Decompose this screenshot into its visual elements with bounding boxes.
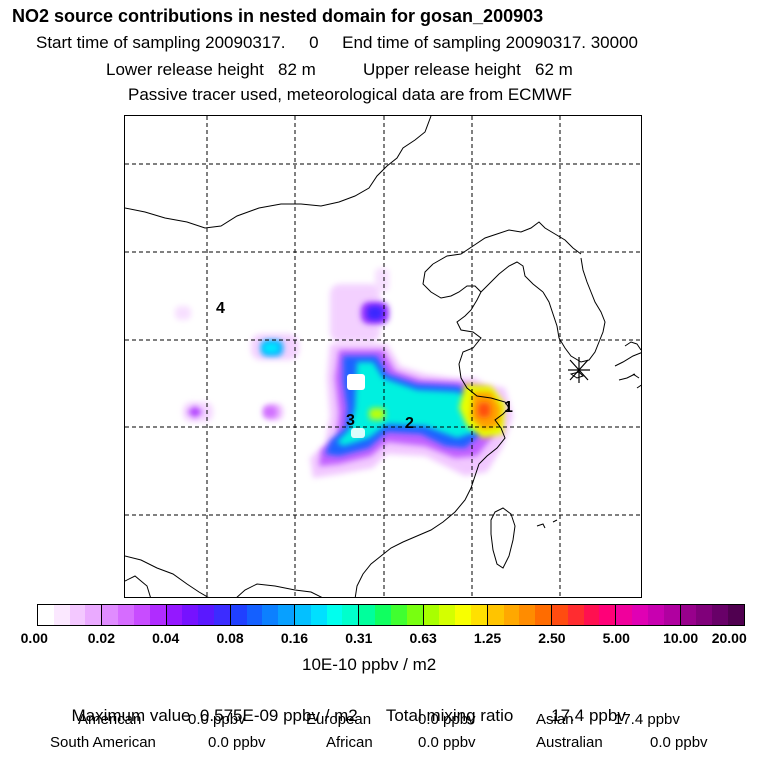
colorbar-segment	[149, 605, 167, 625]
colorbar-segment	[118, 605, 134, 625]
colorbar-segment	[727, 605, 744, 625]
colorbar-unit-label: 10E-10 ppbv / m2	[302, 655, 437, 674]
receptor-marker	[568, 357, 590, 383]
colorbar-segment	[519, 605, 536, 625]
colorbar-tick-label: 0.04	[152, 630, 180, 646]
colorbar-segment	[166, 605, 183, 625]
region-value-european: 0.0 ppbv	[418, 711, 476, 728]
colorbar-tick-label: 0.08	[216, 630, 244, 646]
region-value-american: 0.0 ppbv	[188, 711, 246, 728]
gridlines	[125, 116, 641, 597]
colorbar-segment	[470, 605, 488, 625]
colorbar-tick-label: 1.25	[473, 630, 502, 646]
colorbar-tick-label: 0.00	[20, 630, 48, 646]
plume-gap	[347, 374, 365, 390]
release-height-line: Lower release height 82 m Upper release …	[106, 60, 573, 79]
colorbar-tick-label: 0.16	[280, 630, 309, 646]
colorbar-segment	[198, 605, 214, 625]
colorbar-segment	[583, 605, 600, 625]
colorbar-segment	[503, 605, 520, 625]
colorbar-segment	[85, 605, 103, 625]
plume-gap	[351, 428, 365, 438]
tracer-info-line: Passive tracer used, meteorological data…	[128, 85, 573, 104]
colorbar-segment	[487, 605, 504, 625]
colorbar-segment	[632, 605, 648, 625]
colorbar-segment	[375, 605, 391, 625]
colorbar-segment	[213, 605, 231, 625]
colorbar-segment	[406, 605, 424, 625]
colorbar-tick-label: 2.50	[538, 630, 566, 646]
colorbar-tick-label: 0.63	[409, 630, 437, 646]
colorbar-segment	[552, 605, 568, 625]
colorbar-segment	[326, 605, 343, 625]
max-and-total-line: Maximum value 0.575E-09 ppbv / m2 Total …	[62, 686, 626, 726]
colorbar-segment	[102, 605, 119, 625]
region-name-african: African	[326, 734, 373, 751]
colorbar-segment	[439, 605, 456, 625]
map-svg: 1 2 3 4	[125, 116, 641, 597]
chart-title: NO2 source contributions in nested domai…	[12, 6, 544, 26]
region-label-4: 4	[216, 300, 225, 317]
region-label-2: 2	[405, 415, 414, 432]
colorbar-segment	[455, 605, 471, 625]
colorbar-segment	[310, 605, 327, 625]
colorbar-segment	[246, 605, 263, 625]
region-value-asian: 17.4 ppbv	[614, 711, 680, 728]
colorbar-segment	[342, 605, 360, 625]
sampling-time-line: Start time of sampling 20090317. 0 End t…	[36, 33, 638, 52]
colorbar-segment	[647, 605, 664, 625]
colorbar-segment	[663, 605, 681, 625]
colorbar-tick-label: 0.31	[345, 630, 373, 646]
region-value-african: 0.0 ppbv	[418, 734, 476, 751]
colorbar	[37, 604, 745, 626]
colorbar-segment	[295, 605, 311, 625]
region-name-south-american: South American	[50, 734, 156, 751]
colorbar-tick-label: 20.00	[711, 630, 747, 646]
colorbar-segment	[38, 605, 54, 625]
region-label-3: 3	[346, 412, 355, 429]
colorbar-segment	[535, 605, 552, 625]
plume-layer	[175, 268, 513, 478]
region-name-european: European	[306, 711, 372, 728]
colorbar-segment	[390, 605, 407, 625]
colorbar-segment	[262, 605, 279, 625]
colorbar-segment	[182, 605, 199, 625]
colorbar-segment	[230, 605, 247, 625]
map-panel: 1 2 3 4	[124, 115, 642, 598]
region-name-australian: Australian	[536, 734, 603, 751]
region-label-1: 1	[504, 399, 513, 416]
colorbar-segment	[423, 605, 440, 625]
colorbar-tick-label: 0.02	[87, 630, 115, 646]
colorbar-segment	[599, 605, 617, 625]
colorbar-segment	[69, 605, 86, 625]
plume-cyan	[263, 343, 481, 446]
max-value-label: Maximum value 0.575E-09 ppbv / m2	[71, 706, 358, 725]
colorbar-segment	[712, 605, 728, 625]
colorbar-tick-label: 10.00	[663, 630, 699, 646]
colorbar-segment	[696, 605, 713, 625]
plume-hotspot	[471, 392, 501, 430]
colorbar-segment	[53, 605, 70, 625]
colorbar-segment	[133, 605, 150, 625]
region-name-american: American	[78, 711, 142, 728]
region-name-asian: Asian	[536, 711, 574, 728]
colorbar-segment	[278, 605, 295, 625]
region-value-south-american: 0.0 ppbv	[208, 734, 266, 751]
colorbar-segment	[616, 605, 633, 625]
colorbar-segment	[567, 605, 584, 625]
colorbar-ticks: 0.00 0.02 0.04 0.08 0.16 0.31 0.63 1.25 2.50 5.00…	[0, 630, 768, 650]
colorbar-tick-label: 5.00	[602, 630, 630, 646]
colorbar-segment	[680, 605, 697, 625]
colorbar-segment	[359, 605, 376, 625]
region-value-australian: 0.0 ppbv	[650, 734, 708, 751]
total-mixing-ratio-label: Total mixing ratio 17.4 ppbv	[385, 706, 626, 725]
